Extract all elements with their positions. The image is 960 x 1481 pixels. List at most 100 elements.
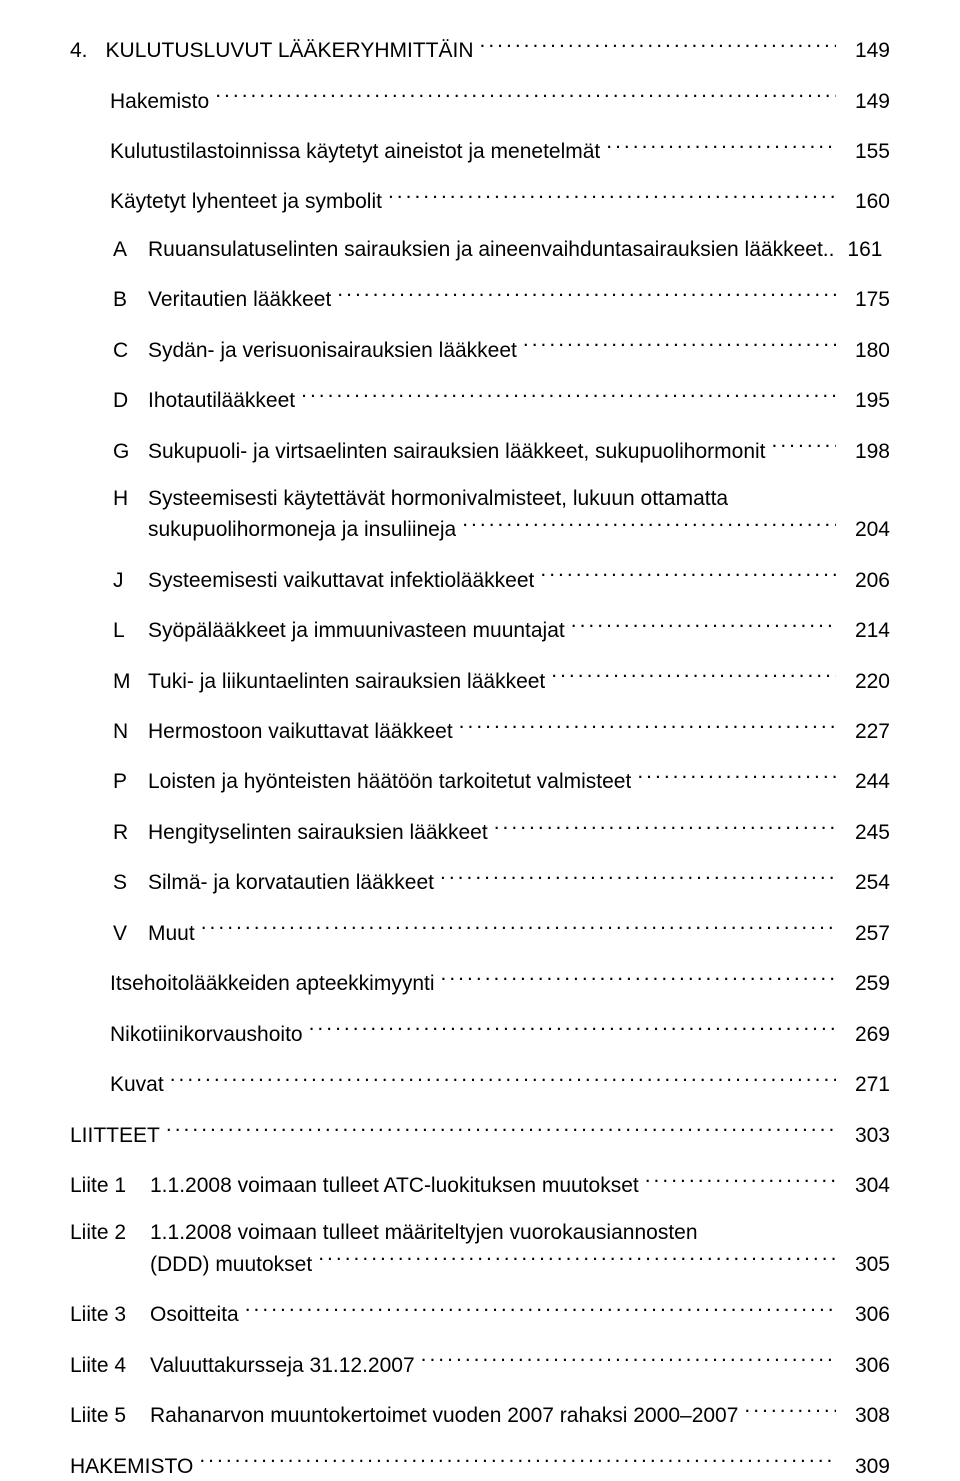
toc-label: (DDD) muutokset	[150, 1251, 312, 1279]
atc-code: V	[113, 920, 148, 948]
page-number: 180	[842, 337, 890, 365]
page-number: 304	[842, 1172, 890, 1200]
toc-label: Sydän- ja verisuonisairauksien lääkkeet	[148, 337, 517, 365]
atc-code: H	[113, 485, 148, 513]
page-number: 161	[834, 236, 882, 264]
toc-entry: Itsehoitolääkkeiden apteekkimyynti 259	[70, 967, 890, 998]
toc-appendix-entry: Liite 5 Rahanarvon muuntokertoimet vuode…	[70, 1399, 890, 1430]
page-number: 244	[842, 768, 890, 796]
toc-label: Sukupuoli- ja virtsaelinten sairauksien …	[148, 438, 766, 466]
page-number: 254	[842, 869, 890, 897]
toc-label: Systeemisesti käytettävät hormonivalmist…	[148, 485, 728, 513]
atc-code: C	[113, 337, 148, 365]
page-number: 175	[842, 286, 890, 314]
appendix-prefix: Liite 4	[70, 1352, 150, 1380]
toc-label: Ruuansulatuselinten sairauksien ja ainee…	[148, 236, 834, 264]
atc-code: J	[113, 567, 148, 595]
page-number: 308	[842, 1402, 890, 1430]
toc-label: Kuvat	[110, 1071, 164, 1099]
leader-dots	[494, 816, 836, 839]
toc-appendix-entry: Liite 3 Osoitteita 306	[70, 1298, 890, 1329]
toc-label: Itsehoitolääkkeiden apteekkimyynti	[110, 970, 435, 998]
atc-code: B	[113, 286, 148, 314]
toc-code-entry: J Systeemisesti vaikuttavat infektiolääk…	[70, 564, 890, 595]
section-title: KULUTUSLUVUT LÄÄKERYHMITTÄIN	[106, 37, 474, 65]
toc-label: sukupuolihormoneja ja insuliineja	[148, 516, 456, 544]
page-number: 227	[842, 718, 890, 746]
leader-dots	[772, 434, 836, 457]
section-number: 4.	[70, 37, 106, 65]
page-number: 160	[842, 188, 890, 216]
leader-dots	[606, 135, 836, 158]
toc-label: 1.1.2008 voimaan tulleet ATC-luokituksen…	[150, 1172, 639, 1200]
page-number: 271	[842, 1071, 890, 1099]
toc-code-entry: C Sydän- ja verisuonisairauksien lääkkee…	[70, 334, 890, 365]
toc-entry: Käytetyt lyhenteet ja symbolit 160	[70, 185, 890, 216]
leader-dots	[440, 866, 836, 889]
appendix-prefix: Liite 1	[70, 1172, 150, 1200]
toc-code-entry: M Tuki- ja liikuntaelinten sairauksien l…	[70, 665, 890, 696]
toc-code-entry: G Sukupuoli- ja virtsaelinten sairauksie…	[70, 434, 890, 465]
leader-dots	[645, 1169, 836, 1192]
page-number: 306	[842, 1301, 890, 1329]
toc-appendix-entry: Liite 4 Valuuttakursseja 31.12.2007 306	[70, 1349, 890, 1380]
page-number: 245	[842, 819, 890, 847]
toc-code-entry: B Veritautien lääkkeet 175	[70, 283, 890, 314]
toc-label: Kulutustilastoinnissa käytetyt aineistot…	[110, 138, 600, 166]
appendix-prefix: Liite 5	[70, 1402, 150, 1430]
toc-label: Loisten ja hyönteisten häätöön tarkoitet…	[148, 768, 631, 796]
toc-code-entry: A Ruuansulatuselinten sairauksien ja ain…	[70, 236, 890, 264]
toc-label: LIITTEET	[70, 1122, 160, 1150]
page-number: 259	[842, 970, 890, 998]
atc-code: R	[113, 819, 148, 847]
atc-code: G	[113, 438, 148, 466]
leader-dots	[523, 334, 836, 357]
toc-entry: Kulutustilastoinnissa käytetyt aineistot…	[70, 135, 890, 166]
toc-label: HAKEMISTO	[70, 1453, 193, 1481]
toc-appendix-entry: Liite 2 1.1.2008 voimaan tulleet määrite…	[70, 1219, 890, 1247]
leader-dots	[441, 967, 836, 990]
leader-dots	[309, 1018, 836, 1041]
leader-dots	[744, 1399, 836, 1422]
toc-code-entry: H Systeemisesti käytettävät hormonivalmi…	[70, 485, 890, 513]
leader-dots	[480, 34, 837, 57]
page-number: 269	[842, 1021, 890, 1049]
toc-label: Rahanarvon muuntokertoimet vuoden 2007 r…	[150, 1402, 738, 1430]
leader-dots	[388, 185, 836, 208]
leader-dots	[201, 917, 836, 940]
toc-label: Osoitteita	[150, 1301, 239, 1329]
toc-label: Tuki- ja liikuntaelinten sairauksien lää…	[148, 668, 545, 696]
leader-dots	[199, 1449, 836, 1472]
atc-code: M	[113, 668, 148, 696]
toc-label: Muut	[148, 920, 195, 948]
toc-section-heading: LIITTEET 303	[70, 1118, 890, 1149]
leader-dots	[337, 283, 836, 306]
atc-code: P	[113, 768, 148, 796]
toc-label: Silmä- ja korvatautien lääkkeet	[148, 869, 434, 897]
toc-code-entry: D Ihotautilääkkeet 195	[70, 384, 890, 415]
page-number: 155	[842, 138, 890, 166]
leader-dots	[540, 564, 836, 587]
toc-code-entry: S Silmä- ja korvatautien lääkkeet 254	[70, 866, 890, 897]
atc-code: S	[113, 869, 148, 897]
page-number: 198	[842, 438, 890, 466]
page-number: 149	[842, 37, 890, 65]
toc-label: Hengityselinten sairauksien lääkkeet	[148, 819, 488, 847]
page-number: 309	[842, 1453, 890, 1481]
leader-dots	[318, 1248, 836, 1271]
leader-dots	[637, 765, 836, 788]
page-number: 220	[842, 668, 890, 696]
toc-appendix-entry-cont: (DDD) muutokset 305	[70, 1248, 890, 1279]
page-number: 303	[842, 1122, 890, 1150]
leader-dots	[462, 513, 836, 536]
page-number: 306	[842, 1352, 890, 1380]
toc-appendix-entry: Liite 1 1.1.2008 voimaan tulleet ATC-luo…	[70, 1169, 890, 1200]
toc-entry: Hakemisto 149	[70, 84, 890, 115]
toc-label: Veritautien lääkkeet	[148, 286, 331, 314]
page-number: 214	[842, 617, 890, 645]
leader-dots	[571, 614, 836, 637]
toc-label: Nikotiinikorvaushoito	[110, 1021, 303, 1049]
page-number: 305	[842, 1251, 890, 1279]
page-number: 257	[842, 920, 890, 948]
toc-section-heading: 4. KULUTUSLUVUT LÄÄKERYHMITTÄIN 149	[70, 34, 890, 65]
